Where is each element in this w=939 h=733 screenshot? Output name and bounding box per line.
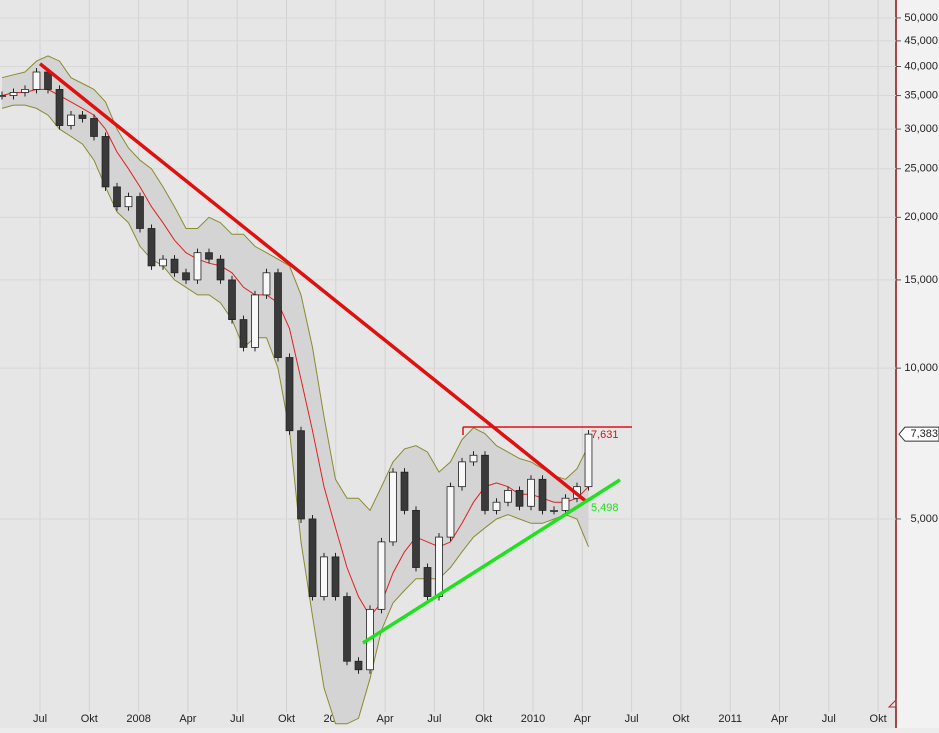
y-tick-label: 45,000 — [904, 35, 938, 47]
candle — [44, 71, 52, 90]
x-tick-label: Jul — [427, 713, 441, 725]
y-tick-label: 35,000 — [904, 89, 938, 101]
candle — [205, 252, 213, 260]
candle — [469, 454, 478, 463]
candle — [147, 228, 156, 267]
candle — [21, 89, 29, 93]
candle — [343, 596, 351, 662]
candle — [538, 478, 547, 511]
candle — [67, 114, 75, 126]
candle — [78, 114, 87, 119]
x-tick-label: Jul — [230, 713, 244, 725]
candle — [0, 95, 6, 97]
candle — [561, 497, 570, 511]
x-tick-label: Jul — [822, 713, 836, 725]
y-tick-label: 30,000 — [904, 123, 938, 135]
candle — [124, 196, 133, 208]
candle — [550, 510, 558, 512]
candle — [55, 89, 64, 126]
candle — [274, 272, 282, 358]
x-tick-label: Apr — [574, 713, 591, 725]
candle — [331, 556, 340, 597]
series-line — [1, 55, 589, 512]
candle — [239, 319, 248, 348]
candle — [216, 258, 225, 281]
axis-bg — [896, 0, 939, 728]
series-line — [1, 88, 589, 617]
candle — [170, 258, 179, 274]
x-tick-label: Okt — [278, 713, 295, 725]
x-tick-label: Jul — [625, 713, 639, 725]
level-label: 7,631 — [591, 429, 619, 441]
x-tick-label: 2008 — [126, 713, 150, 725]
candle — [492, 501, 501, 511]
candle — [193, 252, 202, 281]
candle — [400, 471, 409, 511]
candle — [101, 136, 110, 188]
candle — [182, 272, 190, 281]
candle — [584, 433, 593, 488]
candle — [354, 660, 363, 671]
candle — [377, 541, 386, 610]
candle — [423, 567, 432, 597]
x-tick-label: Okt — [475, 713, 492, 725]
candle — [9, 92, 18, 96]
x-tick-label: Jul — [33, 713, 47, 725]
candle — [262, 272, 271, 296]
series-line — [1, 104, 589, 725]
x-tick-label: Apr — [377, 713, 394, 725]
candle — [435, 536, 443, 597]
candle — [527, 478, 535, 507]
resize-corner[interactable] — [887, 698, 897, 708]
x-tick-label: Okt — [81, 713, 98, 725]
y-tick-label: 20,000 — [904, 211, 938, 223]
candle — [285, 357, 294, 432]
y-tick-label: 25,000 — [904, 163, 938, 175]
candle — [389, 471, 397, 543]
candle — [458, 461, 466, 488]
x-tick-label: Okt — [672, 713, 689, 725]
x-tick-label: 2011 — [718, 713, 742, 725]
x-tick-label: Okt — [870, 713, 887, 725]
candle — [297, 430, 305, 520]
candle — [136, 196, 144, 229]
candle — [320, 556, 328, 597]
candle — [308, 518, 317, 597]
candle — [228, 279, 236, 320]
plot-bg — [0, 0, 896, 728]
x-tick-label: Apr — [771, 713, 788, 725]
x-tick-label: 2010 — [521, 713, 545, 725]
candle — [32, 71, 41, 90]
candle — [481, 454, 489, 511]
candle — [159, 258, 167, 267]
candle — [412, 510, 420, 568]
price-tag — [898, 426, 939, 442]
candle — [446, 486, 455, 538]
candle — [90, 118, 98, 137]
y-tick-label: 10,000 — [904, 362, 938, 374]
candle — [515, 490, 524, 507]
candle — [504, 490, 512, 503]
y-tick-label: 50,000 — [904, 12, 938, 24]
x-tick-label: Apr — [179, 713, 196, 725]
trendline — [362, 478, 621, 645]
y-tick-label: 40,000 — [904, 60, 938, 72]
y-tick-label: 15,000 — [904, 274, 938, 286]
y-tick-label: 5,000 — [910, 513, 938, 525]
candle — [113, 186, 121, 208]
price-tag-label: 7,383 — [910, 428, 938, 440]
level-label: 5,498 — [591, 502, 619, 514]
candle — [251, 294, 259, 348]
